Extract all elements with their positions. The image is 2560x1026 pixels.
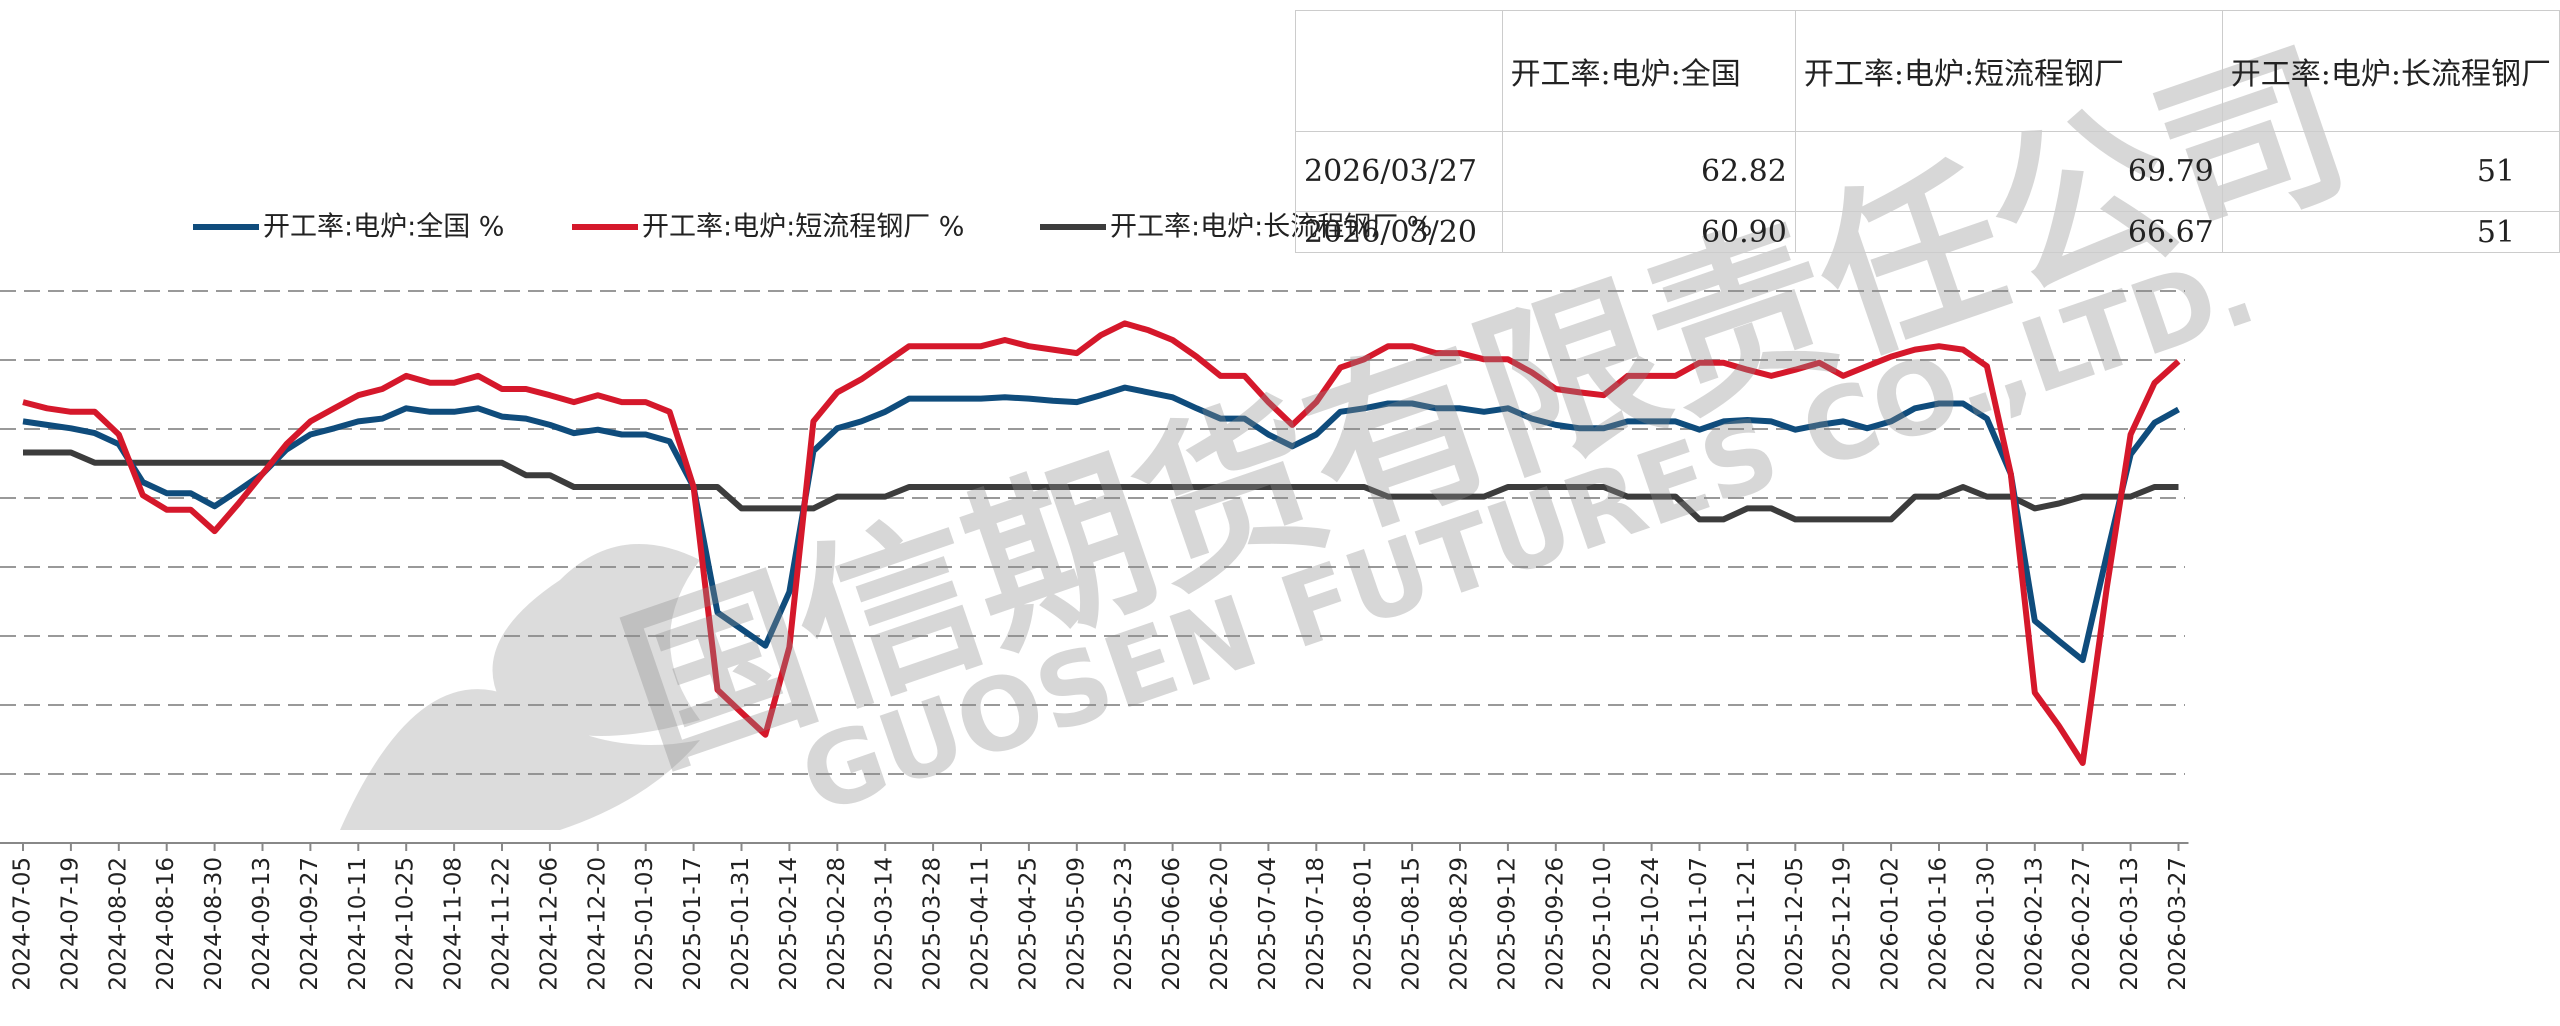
value-cell: 51 — [2221, 131, 2560, 212]
legend-label: 开工率:电炉:全国 % — [263, 212, 504, 243]
series-line — [22, 384, 2180, 664]
x-tick-label: 2025-09-12 — [1494, 857, 1520, 991]
x-tick-label: 2024-11-22 — [489, 857, 515, 991]
value-cell: 69.79 — [1794, 131, 2223, 212]
x-tick-label: 2025-04-11 — [968, 857, 994, 991]
x-tick-label: 2025-03-14 — [872, 857, 898, 991]
x-tick-label: 2025-08-15 — [1399, 857, 1425, 991]
x-tick-label: 2025-10-24 — [1638, 857, 1664, 991]
x-tick-label: 2026-01-02 — [1878, 857, 1904, 991]
x-tick-label: 2025-09-26 — [1542, 857, 1568, 991]
x-tick-label: 2024-12-06 — [536, 857, 562, 991]
value-cell: 60.90 — [1501, 211, 1796, 253]
table-row: 2026/03/27 62.82 69.79 51 — [1295, 131, 2560, 212]
x-tick-label: 2025-08-01 — [1351, 857, 1377, 991]
x-tick-label: 2024-11-08 — [441, 857, 467, 991]
series-line — [22, 320, 2181, 766]
x-tick-label: 2024-07-19 — [57, 857, 83, 991]
legend-label: 开工率:电炉:短流程钢厂 % — [642, 212, 964, 243]
x-tick-label: 2025-02-14 — [776, 857, 802, 991]
header-cell: 开工率:电炉:短流程钢厂 — [1794, 10, 2223, 132]
date-cell: 2026/03/27 — [1295, 131, 1503, 212]
header-cell — [1295, 10, 1503, 132]
x-tick-label: 2024-09-27 — [297, 857, 323, 991]
table-header: 开工率:电炉:全国 开工率:电炉:短流程钢厂 开工率:电炉:长流程钢厂 — [1295, 10, 2560, 132]
x-tick-label: 2025-10-10 — [1590, 857, 1616, 991]
x-tick-label: 2025-02-28 — [824, 857, 850, 991]
x-tick-label: 2026-03-13 — [2117, 857, 2143, 991]
x-tick-label: 2024-07-05 — [10, 857, 36, 991]
x-tick-label: 2025-05-23 — [1111, 857, 1137, 991]
header-cell: 开工率:电炉:全国 — [1501, 10, 1796, 132]
x-tick-label: 2025-01-03 — [632, 857, 658, 991]
watermark-logo — [340, 544, 700, 830]
x-tick-label: 2024-08-30 — [201, 857, 227, 991]
x-tick-label: 2025-01-31 — [728, 857, 754, 991]
data-table: 开工率:电炉:全国 开工率:电炉:短流程钢厂 开工率:电炉:长流程钢厂 2026… — [1295, 10, 2560, 253]
value-cell: 62.82 — [1501, 131, 1796, 212]
header-cell: 开工率:电炉:长流程钢厂 — [2221, 10, 2560, 132]
value-cell: 66.67 — [1794, 211, 2223, 253]
x-tick-label: 2025-11-21 — [1734, 857, 1760, 991]
date-cell: 2026/03/20 — [1295, 211, 1503, 253]
x-tick-label: 2025-07-04 — [1255, 857, 1281, 991]
x-tick-label: 2025-04-25 — [1015, 857, 1041, 991]
x-tick-label: 2026-01-16 — [1926, 857, 1952, 991]
x-tick-label: 2024-10-25 — [393, 857, 419, 991]
x-tick-label: 2025-08-29 — [1447, 857, 1473, 991]
x-tick-label: 2026-01-30 — [1973, 857, 1999, 991]
series-line — [23, 449, 2179, 523]
x-tick-label: 2024-10-11 — [345, 857, 371, 991]
x-tick-label: 2025-11-07 — [1686, 857, 1712, 991]
x-tick-label: 2025-05-09 — [1063, 857, 1089, 991]
x-tick-label: 2026-03-27 — [2165, 857, 2191, 991]
x-tick-label: 2025-12-19 — [1830, 857, 1856, 991]
x-tick-label: 2024-09-13 — [249, 857, 275, 991]
x-tick-label: 2025-06-20 — [1207, 857, 1233, 991]
x-tick-label: 2025-06-06 — [1159, 857, 1185, 991]
x-tick-label: 2025-01-17 — [680, 857, 706, 991]
table-row: 2026/03/20 60.90 66.67 51 — [1295, 211, 2560, 253]
x-tick-label: 2025-07-18 — [1303, 857, 1329, 991]
x-tick-label: 2024-08-02 — [105, 857, 131, 991]
value-cell: 51 — [2221, 211, 2560, 253]
x-tick-label: 2025-03-28 — [920, 857, 946, 991]
x-tick-label: 2024-12-20 — [584, 857, 610, 991]
x-tick-label: 2026-02-27 — [2069, 857, 2095, 991]
x-tick-label: 2025-12-05 — [1782, 857, 1808, 991]
x-tick-label: 2024-08-16 — [153, 857, 179, 991]
x-tick-label: 2026-02-13 — [2021, 857, 2047, 991]
